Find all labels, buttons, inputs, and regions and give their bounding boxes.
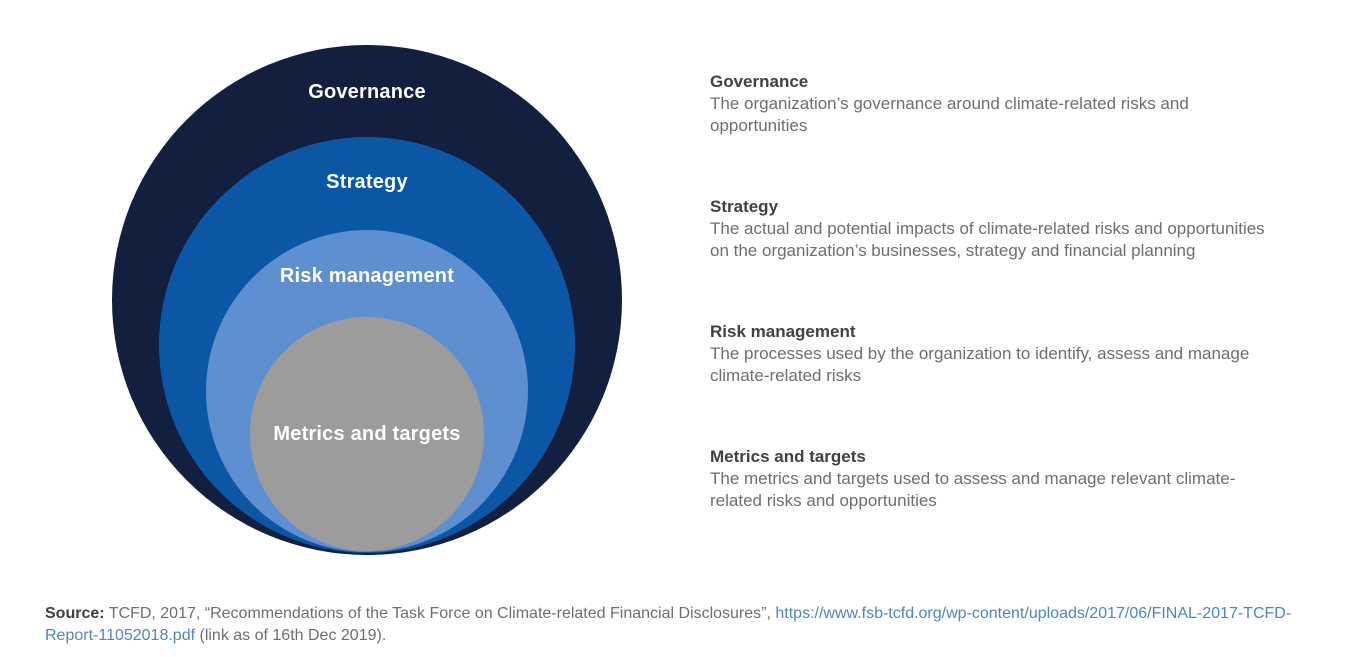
legend-column: Governance The organization’s governance… <box>710 71 1360 571</box>
legend-description-strategy: The actual and potential impacts of clim… <box>710 219 1265 260</box>
legend-description-metrics-and-targets: The metrics and targets used to assess a… <box>710 469 1236 510</box>
legend-item-risk-management: Risk management The processes used by th… <box>710 321 1360 387</box>
legend-title-risk-management: Risk management <box>710 322 856 341</box>
legend-description-risk-management: The processes used by the organization t… <box>710 344 1250 385</box>
circle-metrics-and-targets <box>250 317 484 551</box>
legend-title-metrics-and-targets: Metrics and targets <box>710 447 866 466</box>
circle-label-governance: Governance <box>308 81 426 103</box>
legend-title-governance: Governance <box>710 72 809 91</box>
legend-item-governance: Governance The organization’s governance… <box>710 71 1360 137</box>
circle-label-risk-management: Risk management <box>279 265 455 287</box>
legend-description-governance: The organization’s governance around cli… <box>710 94 1189 135</box>
source-label: Source: <box>45 605 105 622</box>
legend-title-strategy: Strategy <box>710 197 779 216</box>
legend-item-strategy: Strategy The actual and potential impact… <box>710 196 1360 262</box>
nested-circles-diagram: Governance Strategy Risk management Metr… <box>112 45 622 555</box>
source-link[interactable]: https://www.fsb-tcfd.org/wp-content/uplo… <box>45 605 1292 644</box>
circle-label-metrics-and-targets: Metrics and targets <box>273 423 461 445</box>
source-link-suffix: (link as of 16th Dec 2019). <box>195 627 387 644</box>
circle-label-strategy: Strategy <box>326 171 408 193</box>
source-citation: Source: TCFD, 2017, “Recommendations of … <box>45 603 1337 647</box>
source-citation-text: TCFD, 2017, “Recommendations of the Task… <box>104 605 776 622</box>
legend-item-metrics-and-targets: Metrics and targets The metrics and targ… <box>710 446 1360 512</box>
